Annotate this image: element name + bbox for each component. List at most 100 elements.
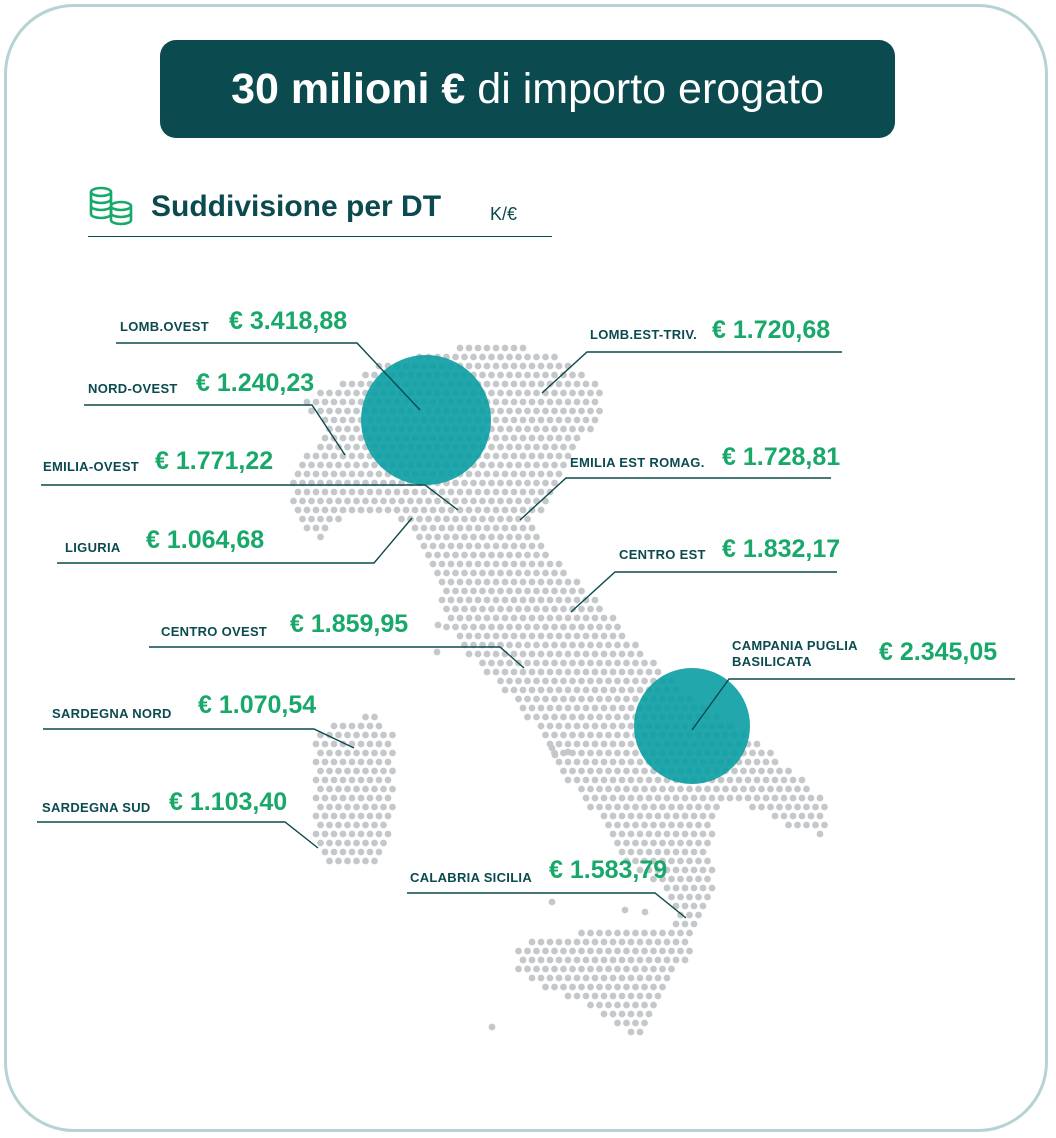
map-dot	[456, 614, 464, 622]
map-dot	[654, 830, 662, 838]
map-dot	[573, 650, 581, 658]
map-dot	[344, 389, 351, 397]
map-dot	[465, 506, 473, 514]
map-dot	[621, 906, 629, 914]
map-dot	[641, 785, 648, 793]
map-dot	[654, 776, 662, 784]
map-dot	[596, 803, 603, 811]
map-dot	[308, 407, 315, 415]
map-dot	[582, 632, 590, 640]
map-dot	[560, 641, 567, 649]
map-dot	[384, 506, 392, 514]
map-dot	[429, 560, 437, 568]
map-dot	[609, 974, 617, 982]
map-dot	[641, 821, 648, 829]
map-dot	[339, 776, 347, 784]
map-dot	[605, 749, 612, 757]
map-dot	[506, 425, 513, 433]
map-dot	[609, 794, 617, 802]
map-dot	[528, 938, 536, 946]
map-dot	[564, 398, 572, 406]
map-dot	[321, 524, 329, 532]
map-dot	[501, 578, 509, 586]
leader-line-centro-est	[570, 571, 837, 613]
map-dot	[497, 407, 504, 415]
map-dot	[303, 506, 311, 514]
map-dot	[650, 947, 657, 955]
map-dot	[506, 623, 513, 631]
map-dot	[519, 524, 527, 532]
map-dot	[501, 470, 509, 478]
map-dot	[474, 470, 482, 478]
map-dot	[812, 803, 819, 811]
map-dot	[294, 506, 302, 514]
map-dot	[380, 497, 387, 505]
map-dot	[618, 632, 626, 640]
map-dot	[573, 668, 581, 676]
map-dot	[645, 830, 653, 838]
map-dot	[551, 569, 558, 577]
map-dot	[452, 623, 459, 631]
map-dot	[627, 650, 635, 658]
map-dot	[668, 965, 675, 973]
map-dot	[546, 938, 554, 946]
unit-label: K/€	[490, 204, 518, 224]
map-dot	[542, 731, 549, 739]
map-dot	[389, 731, 396, 739]
map-dot	[339, 794, 347, 802]
map-dot	[326, 857, 333, 865]
map-dot	[321, 848, 329, 856]
map-dot	[677, 947, 684, 955]
map-dot	[533, 569, 540, 577]
map-dot	[497, 659, 504, 667]
map-dot	[474, 650, 482, 658]
map-dot	[794, 785, 801, 793]
map-dot	[528, 416, 536, 424]
map-dot	[326, 821, 333, 829]
map-dot	[506, 389, 513, 397]
map-dot	[492, 668, 500, 676]
map-dot	[591, 704, 599, 712]
region-label-emilia-ovest: EMILIA-OVEST	[43, 459, 140, 474]
map-dot	[600, 992, 608, 1000]
map-dot	[564, 650, 572, 658]
map-dot	[740, 785, 747, 793]
map-dot	[366, 812, 374, 820]
map-dot	[627, 668, 635, 676]
map-dot	[483, 596, 491, 604]
map-dot	[573, 704, 581, 712]
map-dot	[519, 596, 527, 604]
map-dot	[546, 722, 554, 730]
map-dot	[533, 641, 540, 649]
map-dot	[519, 614, 527, 622]
map-dot	[515, 587, 522, 595]
map-dot	[492, 596, 500, 604]
map-dot	[618, 956, 626, 964]
map-dot	[348, 794, 356, 802]
map-dot	[672, 938, 680, 946]
map-dot	[668, 875, 675, 883]
map-dot	[789, 776, 797, 784]
map-dot	[569, 389, 576, 397]
map-dot	[371, 749, 378, 757]
map-dot	[321, 488, 329, 496]
map-dot	[600, 938, 608, 946]
map-dot	[533, 947, 540, 955]
region-value-campania-puglia-basilicata: € 2.345,05	[879, 638, 998, 666]
map-dot	[321, 398, 329, 406]
map-dot	[636, 974, 644, 982]
map-dot	[335, 857, 342, 865]
map-dot	[492, 416, 500, 424]
map-dot	[587, 929, 594, 937]
map-dot	[371, 731, 378, 739]
map-dot	[348, 848, 356, 856]
map-dot	[663, 884, 671, 892]
map-dot	[506, 407, 513, 415]
map-dot	[524, 371, 531, 379]
map-dot	[564, 686, 572, 694]
map-dot	[438, 524, 446, 532]
map-dot	[789, 812, 797, 820]
map-dot	[614, 785, 621, 793]
map-dot	[587, 605, 594, 613]
map-dot	[375, 794, 383, 802]
